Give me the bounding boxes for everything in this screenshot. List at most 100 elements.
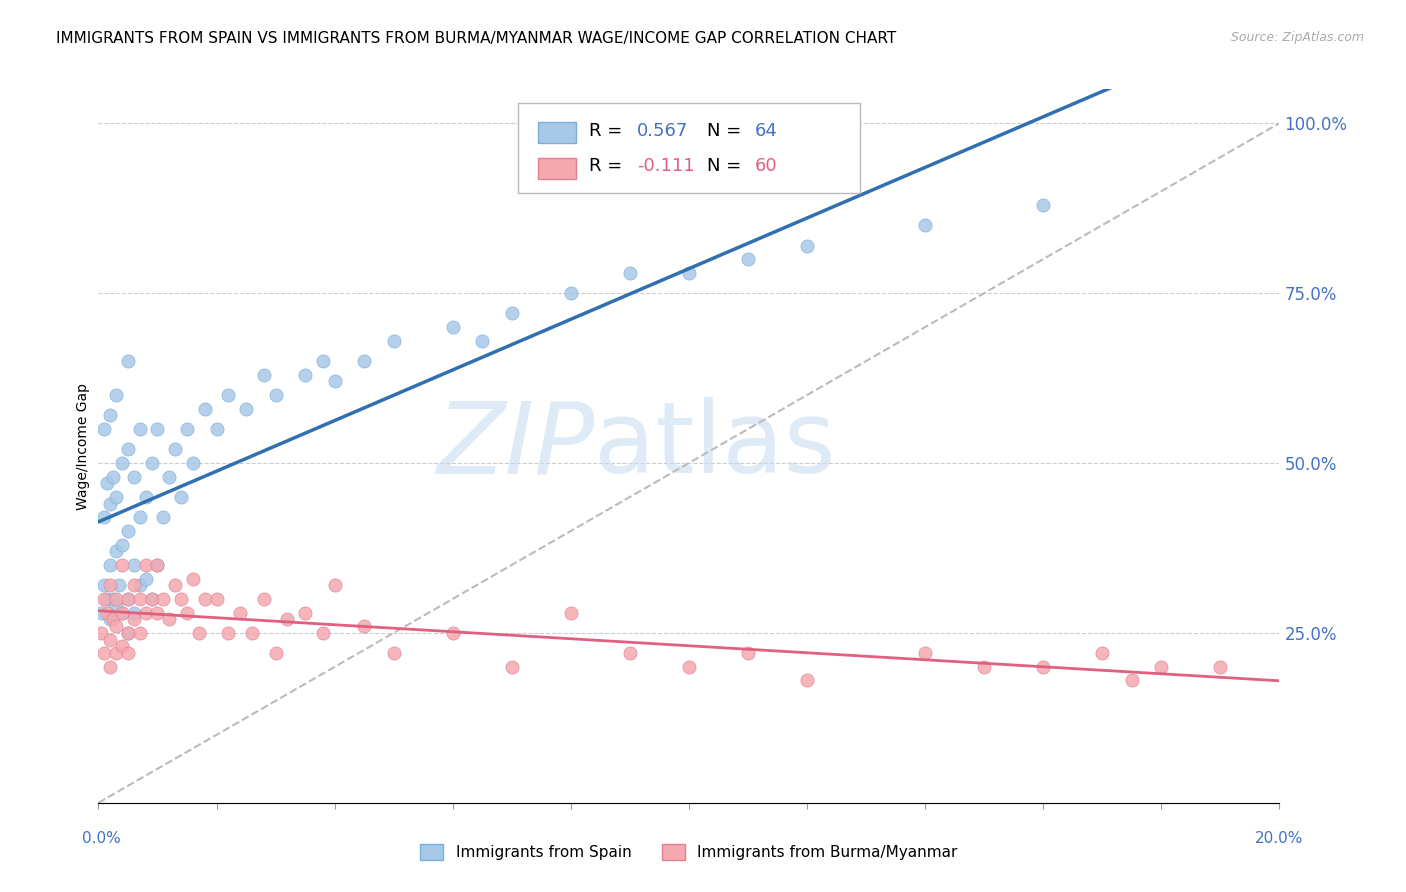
Point xyxy=(619,266,641,280)
Point xyxy=(181,456,204,470)
Point xyxy=(560,606,582,620)
Point xyxy=(122,558,145,572)
Point xyxy=(108,578,131,592)
Text: R =: R = xyxy=(589,121,627,139)
Point xyxy=(796,238,818,252)
Point xyxy=(194,401,217,416)
Point xyxy=(117,626,139,640)
Point xyxy=(135,490,157,504)
Point xyxy=(441,626,464,640)
Y-axis label: Wage/Income Gap: Wage/Income Gap xyxy=(76,383,90,509)
Point xyxy=(98,578,121,592)
Point xyxy=(98,409,121,423)
Point xyxy=(111,456,134,470)
Point xyxy=(353,619,375,633)
Point xyxy=(128,591,150,606)
Point xyxy=(117,591,139,606)
Point xyxy=(441,320,464,334)
Point xyxy=(1121,673,1143,688)
Point xyxy=(560,286,582,301)
Point xyxy=(205,422,228,436)
Text: Source: ZipAtlas.com: Source: ZipAtlas.com xyxy=(1230,31,1364,45)
Point xyxy=(93,578,115,592)
Text: -0.111: -0.111 xyxy=(637,157,695,175)
Point xyxy=(122,578,145,592)
Text: 20.0%: 20.0% xyxy=(1256,831,1303,846)
Point xyxy=(152,510,174,524)
Point xyxy=(235,401,257,416)
Point xyxy=(152,591,174,606)
Point xyxy=(103,591,125,606)
Point xyxy=(1150,660,1173,674)
Point xyxy=(176,606,198,620)
FancyBboxPatch shape xyxy=(537,122,575,144)
Point xyxy=(141,591,163,606)
Point xyxy=(128,626,150,640)
Text: 0.0%: 0.0% xyxy=(82,831,121,846)
Point xyxy=(146,558,169,572)
Point xyxy=(471,334,494,348)
Point xyxy=(90,626,112,640)
Point xyxy=(90,606,112,620)
Point xyxy=(165,442,187,457)
Point xyxy=(253,368,276,382)
Text: R =: R = xyxy=(589,157,627,175)
Point xyxy=(170,591,193,606)
Point xyxy=(128,578,150,592)
Text: atlas: atlas xyxy=(595,398,837,494)
Point xyxy=(122,606,145,620)
Point xyxy=(264,646,287,660)
Point xyxy=(1032,198,1054,212)
Point xyxy=(217,388,239,402)
Text: 64: 64 xyxy=(755,121,778,139)
Point xyxy=(1032,660,1054,674)
Point xyxy=(117,524,139,538)
Point xyxy=(194,591,217,606)
Point xyxy=(240,626,263,640)
Point xyxy=(157,469,180,483)
Point xyxy=(96,606,118,620)
Point xyxy=(117,442,139,457)
Point xyxy=(157,612,180,626)
Point xyxy=(678,266,700,280)
Point xyxy=(98,612,121,626)
Text: ZIP: ZIP xyxy=(436,398,595,494)
Point xyxy=(141,591,163,606)
Point xyxy=(323,375,346,389)
Point xyxy=(98,660,121,674)
Point xyxy=(170,490,193,504)
Point xyxy=(276,612,298,626)
Point xyxy=(181,572,204,586)
FancyBboxPatch shape xyxy=(517,103,860,193)
Point xyxy=(111,537,134,551)
Point xyxy=(122,469,145,483)
Point xyxy=(382,646,405,660)
Point xyxy=(111,606,134,620)
Legend: Immigrants from Spain, Immigrants from Burma/Myanmar: Immigrants from Spain, Immigrants from B… xyxy=(415,838,963,866)
Point xyxy=(105,646,128,660)
Point xyxy=(146,558,169,572)
Point xyxy=(128,422,150,436)
Point xyxy=(98,632,121,647)
Text: N =: N = xyxy=(707,121,747,139)
Point xyxy=(146,606,169,620)
FancyBboxPatch shape xyxy=(537,158,575,179)
Point xyxy=(382,334,405,348)
Point xyxy=(93,646,115,660)
Point xyxy=(103,612,125,626)
Point xyxy=(117,354,139,368)
Point xyxy=(117,626,139,640)
Point xyxy=(678,660,700,674)
Point xyxy=(312,354,335,368)
Point xyxy=(253,591,276,606)
Point xyxy=(914,646,936,660)
Point xyxy=(312,626,335,640)
Text: 60: 60 xyxy=(755,157,778,175)
Point xyxy=(737,646,759,660)
Point xyxy=(353,354,375,368)
Point xyxy=(205,591,228,606)
Point xyxy=(264,388,287,402)
Point xyxy=(141,456,163,470)
Point xyxy=(135,558,157,572)
Point xyxy=(135,606,157,620)
